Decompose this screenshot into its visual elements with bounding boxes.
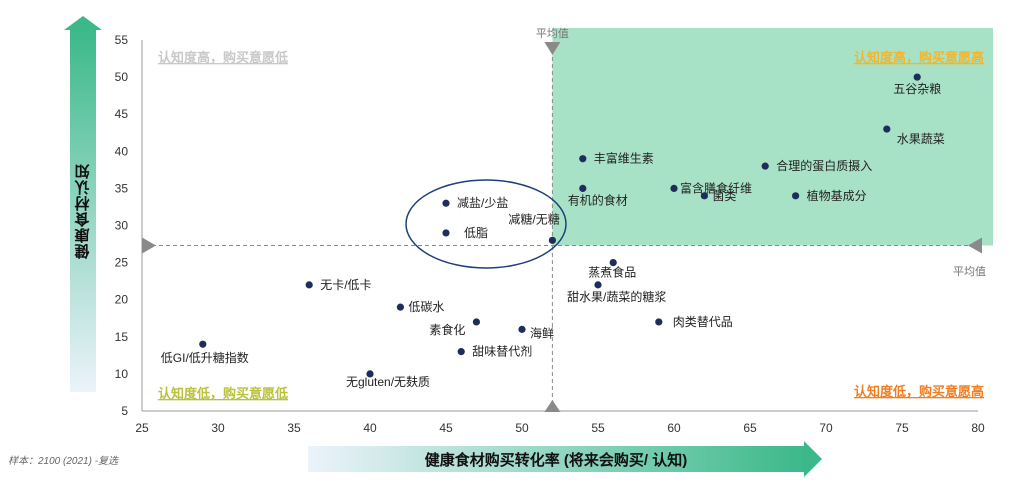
data-point: [655, 318, 663, 326]
x-tick-label: 30: [211, 421, 225, 435]
data-point: [472, 318, 480, 326]
quadrant-label-top-right: 认知度高，购买意愿高: [854, 50, 984, 65]
data-point: [366, 370, 374, 378]
x-tick-label: 35: [287, 421, 301, 435]
data-point: [670, 184, 678, 192]
data-point-label: 甜味替代剂: [472, 344, 532, 359]
y-axis-arrow-icon: [64, 16, 102, 30]
quadrant-label-top-left: 认知度高，购买意愿低: [158, 50, 288, 65]
x-axis-title-text: 健康食材购买转化率 (将来会购买/ 认知): [424, 451, 688, 469]
data-point: [579, 184, 587, 192]
y-tick-label: 45: [115, 107, 129, 121]
data-point-label: 肉类替代品: [673, 315, 733, 329]
y-axis-title: 健康食材认知: [64, 16, 102, 392]
x-tick-label: 60: [667, 421, 681, 435]
data-point: [883, 125, 891, 133]
data-point: [548, 236, 557, 244]
data-point-label: 蒸煮食品: [588, 265, 636, 280]
data-point: [442, 229, 450, 237]
x-tick-label: 50: [515, 421, 529, 435]
y-tick-label: 35: [115, 181, 129, 195]
data-point: [913, 73, 921, 81]
data-point: [792, 192, 800, 200]
x-tick-label: 75: [895, 421, 909, 435]
avg-x-bottom-marker-icon: [544, 400, 561, 412]
data-point-label: 甜水果/蔬菜的糖浆: [567, 289, 666, 304]
x-tick-label: 45: [439, 421, 453, 435]
data-point: [457, 348, 465, 356]
data-point-label: 水果蔬菜: [897, 132, 945, 146]
data-point-label: 无卡/低卡: [320, 278, 371, 292]
highlight-ellipse: [405, 179, 567, 269]
data-point-label: 菌类: [712, 189, 736, 203]
data-point: [199, 340, 207, 348]
x-tick-label: 40: [363, 421, 377, 435]
avg-x-top-marker-icon: [544, 42, 561, 55]
data-point-label: 低碳水: [408, 300, 444, 314]
data-point: [579, 155, 587, 163]
quadrant-label-bottom-right: 认知度低，购买意愿高: [854, 384, 984, 399]
y-tick-label: 10: [115, 367, 129, 381]
data-point-label: 减糖/无糖: [508, 211, 559, 226]
data-point-label: 富含膳食纤维: [680, 180, 752, 195]
y-axis-title-text: 健康食材认知: [74, 163, 92, 259]
x-tick-label: 80: [971, 421, 985, 435]
data-point: [305, 281, 313, 289]
x-tick-label: 70: [819, 421, 833, 435]
data-point-label: 素食化: [429, 322, 465, 337]
data-point-label: 植物基成分: [807, 188, 867, 203]
highlight-quadrant: [552, 28, 993, 246]
y-tick-label: 20: [115, 293, 129, 307]
data-point: [700, 192, 709, 200]
y-tick-label: 5: [121, 404, 128, 418]
avg-y-label: 平均值: [953, 265, 986, 278]
data-point: [396, 303, 404, 311]
quadrant-label-bottom-left: 认知度低，购买意愿低: [158, 386, 288, 401]
avg-x-label: 平均值: [536, 27, 569, 40]
y-tick-label: 55: [115, 33, 129, 47]
x-axis-arrow-icon: [804, 441, 822, 477]
data-point-label: 无gluten/无麸质: [346, 375, 430, 389]
data-point-label: 五谷杂粮: [893, 81, 941, 96]
data-point-label: 合理的蛋白质摄入: [776, 158, 872, 173]
y-tick-label: 50: [115, 70, 129, 84]
data-point-label: 丰富维生素: [594, 151, 654, 166]
data-point-label: 低脂: [464, 225, 488, 240]
x-tick-label: 55: [591, 421, 605, 435]
y-tick-label: 40: [115, 144, 129, 158]
x-axis-title: 健康食材购买转化率 (将来会购买/ 认知): [308, 441, 822, 477]
y-tick-label: 15: [115, 330, 129, 344]
data-point: [609, 259, 617, 267]
data-point-label: 低GI/低升糖指数: [161, 350, 249, 365]
y-tick-label: 25: [115, 256, 129, 270]
data-point: [442, 199, 450, 207]
avg-y-right-marker-icon: [968, 237, 982, 254]
data-point-label: 有机的食材: [568, 192, 628, 207]
x-tick-label: 25: [135, 421, 149, 435]
data-point-label: 海鲜: [530, 325, 554, 340]
x-tick-label: 65: [743, 421, 757, 435]
data-point: [518, 325, 526, 333]
data-point: [761, 162, 769, 170]
y-tick-label: 30: [115, 219, 129, 233]
data-point-label: 减盐/少盐: [457, 196, 508, 210]
data-point: [594, 281, 602, 289]
sample-note: 样本：2100 (2021) -复选: [8, 456, 119, 467]
avg-y-left-marker-icon: [142, 237, 156, 254]
